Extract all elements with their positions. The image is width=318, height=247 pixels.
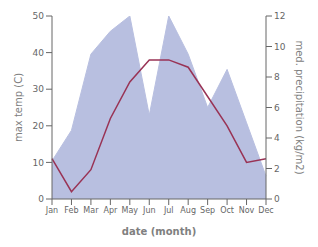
svg-text:10: 10 xyxy=(274,42,286,52)
svg-text:Jan: Jan xyxy=(45,206,58,215)
svg-text:Jun: Jun xyxy=(142,206,156,215)
svg-text:Sep: Sep xyxy=(200,206,215,215)
svg-text:30: 30 xyxy=(33,84,45,94)
svg-text:Apr: Apr xyxy=(103,206,118,215)
svg-text:8: 8 xyxy=(274,72,280,82)
svg-text:40: 40 xyxy=(33,48,45,58)
svg-text:2: 2 xyxy=(274,164,280,174)
svg-text:Dec: Dec xyxy=(258,206,273,215)
svg-text:0: 0 xyxy=(38,194,44,204)
svg-text:med. precipitation (kg/m2): med. precipitation (kg/m2) xyxy=(294,40,305,174)
svg-text:12: 12 xyxy=(274,11,285,21)
svg-text:May: May xyxy=(122,206,139,215)
svg-text:Mar: Mar xyxy=(83,206,99,215)
svg-text:Oct: Oct xyxy=(220,206,234,215)
svg-text:6: 6 xyxy=(274,103,280,113)
svg-text:10: 10 xyxy=(33,158,45,168)
svg-text:max temp (C): max temp (C) xyxy=(13,73,24,142)
svg-text:Jul: Jul xyxy=(163,206,174,215)
svg-text:Aug: Aug xyxy=(180,206,196,215)
svg-text:Feb: Feb xyxy=(64,206,78,215)
svg-text:20: 20 xyxy=(33,121,45,131)
svg-text:0: 0 xyxy=(274,194,280,204)
svg-text:50: 50 xyxy=(33,11,45,21)
svg-text:date (month): date (month) xyxy=(122,226,196,237)
svg-text:4: 4 xyxy=(274,133,280,143)
svg-text:Nov: Nov xyxy=(239,206,255,215)
